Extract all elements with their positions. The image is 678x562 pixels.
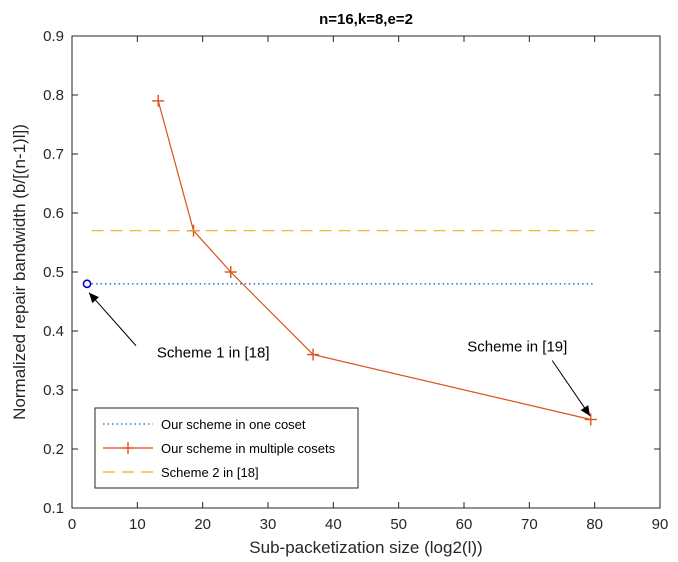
y-tick-label: 0.9 [43,28,64,45]
y-tick-label: 0.2 [43,441,64,458]
annotation-arrow-2 [551,360,591,417]
y-tick-label: 0.6 [43,205,64,222]
legend: Our scheme in one coset Our scheme in mul… [94,407,359,489]
x-tick-label: 80 [586,516,603,533]
y-tick-label: 0.3 [43,382,64,399]
chart-title: n=16,k=8,e=2 [319,11,413,28]
legend-label-1: Our scheme in one coset [161,417,306,432]
legend-label-2: Our scheme in multiple cosets [161,441,336,456]
x-tick-label: 60 [456,516,473,533]
x-tick-label: 10 [129,516,146,533]
y-tick-label: 0.1 [43,500,64,517]
x-tick-label: 40 [325,516,342,533]
legend-label-3: Scheme 2 in [18] [161,465,259,480]
annotations-layer: Scheme 1 in [18] Scheme in [19] [88,292,591,417]
x-tick-label: 30 [260,516,277,533]
legend-marker [122,442,134,454]
arrow-shaft [551,360,591,417]
x-tick-label: 70 [521,516,538,533]
annotation-label-1: Scheme 1 in [18] [157,345,270,362]
arrow-head [580,405,591,416]
x-tick-label: 90 [652,516,669,533]
data-point [224,266,237,278]
annotation-label-2: Scheme in [19] [467,339,567,356]
arrow-shaft [88,292,137,347]
x-axis-label: Sub-packetization size (log2(l)) [249,538,482,557]
arrow-head [88,292,99,304]
x-tick-label: 50 [390,516,407,533]
y-tick-label: 0.4 [43,323,64,340]
x-tick-label: 0 [68,516,76,533]
x-tick-label: 20 [194,516,211,533]
annotation-arrow-1 [88,292,137,347]
scheme-1-point [82,279,92,289]
y-axis-label: Normalized repair bandwidth (b/[(n-1)l]) [10,124,29,420]
series-layer [82,94,597,426]
data-point [584,413,597,426]
data-point [152,94,165,107]
y-tick-label: 0.5 [43,264,64,281]
y-tick-label: 0.8 [43,87,64,104]
y-tick-label: 0.7 [43,146,64,163]
axis-ticks: 0 10 20 30 40 50 60 70 80 90 0.1 0.2 0.3 0.4 0.5 0.6 0.7… [43,28,668,533]
data-point [307,348,320,361]
